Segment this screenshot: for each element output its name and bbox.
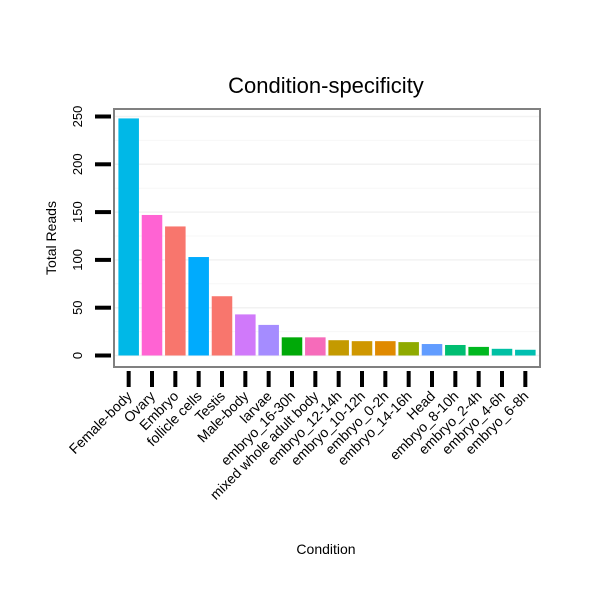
bar-head (421, 344, 443, 356)
bar-embryo (165, 226, 186, 356)
grid-lines (115, 115, 539, 357)
y-axis: 0 50 100 150 200 250 (70, 106, 111, 359)
y-tick-label: 0 (70, 352, 85, 359)
y-tick-label: 250 (70, 106, 85, 128)
x-axis-label: Condition (296, 541, 355, 557)
x-tick-label: Female-body (66, 388, 135, 457)
y-tick-label: 50 (70, 300, 85, 314)
y-tick-label: 100 (70, 249, 85, 271)
bar-larvae (258, 324, 279, 356)
bar-embryo-4-6h (491, 348, 513, 356)
bar-embryo-16-30h (281, 337, 303, 356)
chart-title: Condition-specificity (228, 73, 424, 98)
bar-follicle-cells (188, 257, 209, 356)
bar-mixed-whole-adult-body (305, 337, 326, 356)
y-tick-label: 200 (70, 153, 85, 175)
plot-panel-border (113, 108, 541, 368)
bar-embryo-14-16h (398, 342, 419, 356)
bars (118, 118, 536, 356)
bar-embryo-12-14h (328, 340, 349, 356)
bar-embryo-2-4h (468, 346, 489, 356)
bar-embryo-0-2h (375, 341, 396, 356)
bar-embryo-6-8h (515, 349, 536, 356)
bar-female-body (118, 118, 139, 356)
bar-embryo-8-10h (445, 344, 466, 356)
bar-ovary (141, 214, 163, 356)
bar-testis (211, 296, 233, 356)
bar-embryo-10-12h (351, 341, 373, 356)
y-tick-label: 150 (70, 201, 85, 223)
y-axis-label: Total Reads (43, 201, 59, 275)
bar-male-body (235, 314, 256, 356)
